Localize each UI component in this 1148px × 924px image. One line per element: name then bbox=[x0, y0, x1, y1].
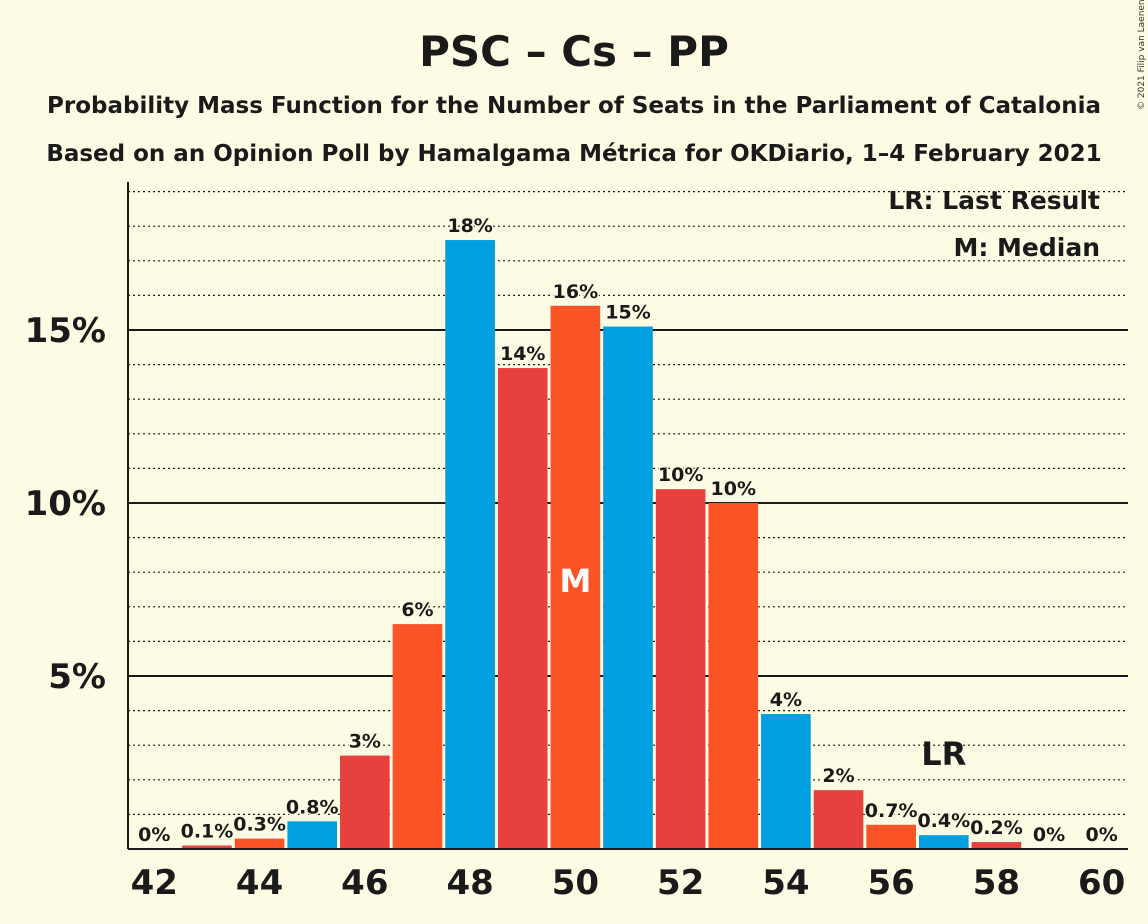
data-label-seat-55: 2% bbox=[822, 765, 854, 787]
data-label-seat-49: 14% bbox=[500, 343, 545, 365]
x-tick-label: 42 bbox=[131, 863, 178, 903]
data-label-seat-45: 0.8% bbox=[286, 796, 339, 818]
bar-seat-46 bbox=[340, 755, 390, 849]
bar-seat-54 bbox=[761, 714, 811, 849]
x-tick-label: 50 bbox=[552, 863, 599, 903]
bar-seat-55 bbox=[813, 790, 864, 849]
x-tick-label: 58 bbox=[973, 863, 1020, 903]
data-label-seat-58: 0.2% bbox=[970, 817, 1023, 839]
data-label-seat-53: 10% bbox=[711, 478, 756, 500]
data-label-seat-51: 15% bbox=[605, 302, 650, 324]
data-label-seat-44: 0.3% bbox=[233, 814, 286, 836]
x-tick-label: 44 bbox=[236, 863, 283, 903]
bar-seat-51 bbox=[603, 326, 653, 849]
last-result-marker: LR bbox=[921, 735, 966, 773]
bar-seat-47 bbox=[392, 624, 443, 849]
data-label-seat-47: 6% bbox=[401, 599, 433, 621]
bar-seat-58 bbox=[971, 842, 1022, 849]
data-labels: 0% 0.1% 0.3%0.8% 3% 6% 18% 14% 16% M 15% 10% 10% 4% 2… bbox=[137, 214, 1120, 848]
data-label-seat-60: 0% bbox=[1086, 824, 1118, 846]
x-tick-label: 60 bbox=[1078, 863, 1125, 903]
y-tick-label: 10% bbox=[25, 484, 106, 524]
y-tick-label: 5% bbox=[48, 657, 106, 697]
bars bbox=[182, 240, 1022, 850]
legend-median: M: Median bbox=[953, 233, 1100, 262]
x-tick-label: 52 bbox=[657, 863, 704, 903]
data-label-seat-42: 0% bbox=[138, 824, 170, 846]
legend-last-result: LR: Last Result bbox=[888, 186, 1100, 215]
x-tick-label: 56 bbox=[867, 863, 914, 903]
chart-title: PSC – Cs – PP bbox=[419, 27, 729, 76]
data-label-seat-50: 16% bbox=[553, 281, 598, 303]
data-label-seat-54: 4% bbox=[770, 689, 802, 711]
x-tick-label: 54 bbox=[762, 863, 809, 903]
median-marker: M bbox=[559, 562, 591, 600]
x-tick-label: 48 bbox=[446, 863, 493, 903]
bar-seat-44 bbox=[234, 838, 285, 849]
x-tick-labels: 42 44 46 48 50 52 54 56 58 60 bbox=[131, 863, 1126, 903]
data-label-seat-43: 0.1% bbox=[181, 821, 234, 843]
bar-seat-56 bbox=[866, 824, 916, 849]
data-label-seat-46: 3% bbox=[349, 731, 381, 753]
data-label-seat-59: 0% bbox=[1033, 824, 1065, 846]
bar-seat-52 bbox=[655, 489, 706, 849]
chart-subtitle-1: Probability Mass Function for the Number… bbox=[47, 93, 1101, 119]
y-tick-labels: 5% 10% 15% bbox=[25, 311, 106, 697]
bar-seat-48 bbox=[445, 240, 495, 850]
chart-subtitle-2: Based on an Opinion Poll by Hamalgama Mé… bbox=[46, 141, 1101, 167]
bar-seat-50 bbox=[550, 305, 601, 849]
data-label-seat-56: 0.7% bbox=[865, 800, 918, 822]
data-label-seat-48: 18% bbox=[447, 215, 492, 237]
bar-seat-53 bbox=[708, 503, 759, 849]
bar-seat-49 bbox=[497, 368, 548, 849]
x-tick-label: 46 bbox=[341, 863, 388, 903]
bar-seat-43 bbox=[182, 845, 232, 849]
bar-seat-57 bbox=[918, 835, 969, 849]
copyright-note: © 2021 Filip van Laenen bbox=[1137, 0, 1147, 110]
y-tick-label: 15% bbox=[25, 311, 106, 351]
bar-seat-45 bbox=[287, 821, 338, 849]
data-label-seat-52: 10% bbox=[658, 464, 703, 486]
data-label-seat-57: 0.4% bbox=[917, 810, 970, 832]
